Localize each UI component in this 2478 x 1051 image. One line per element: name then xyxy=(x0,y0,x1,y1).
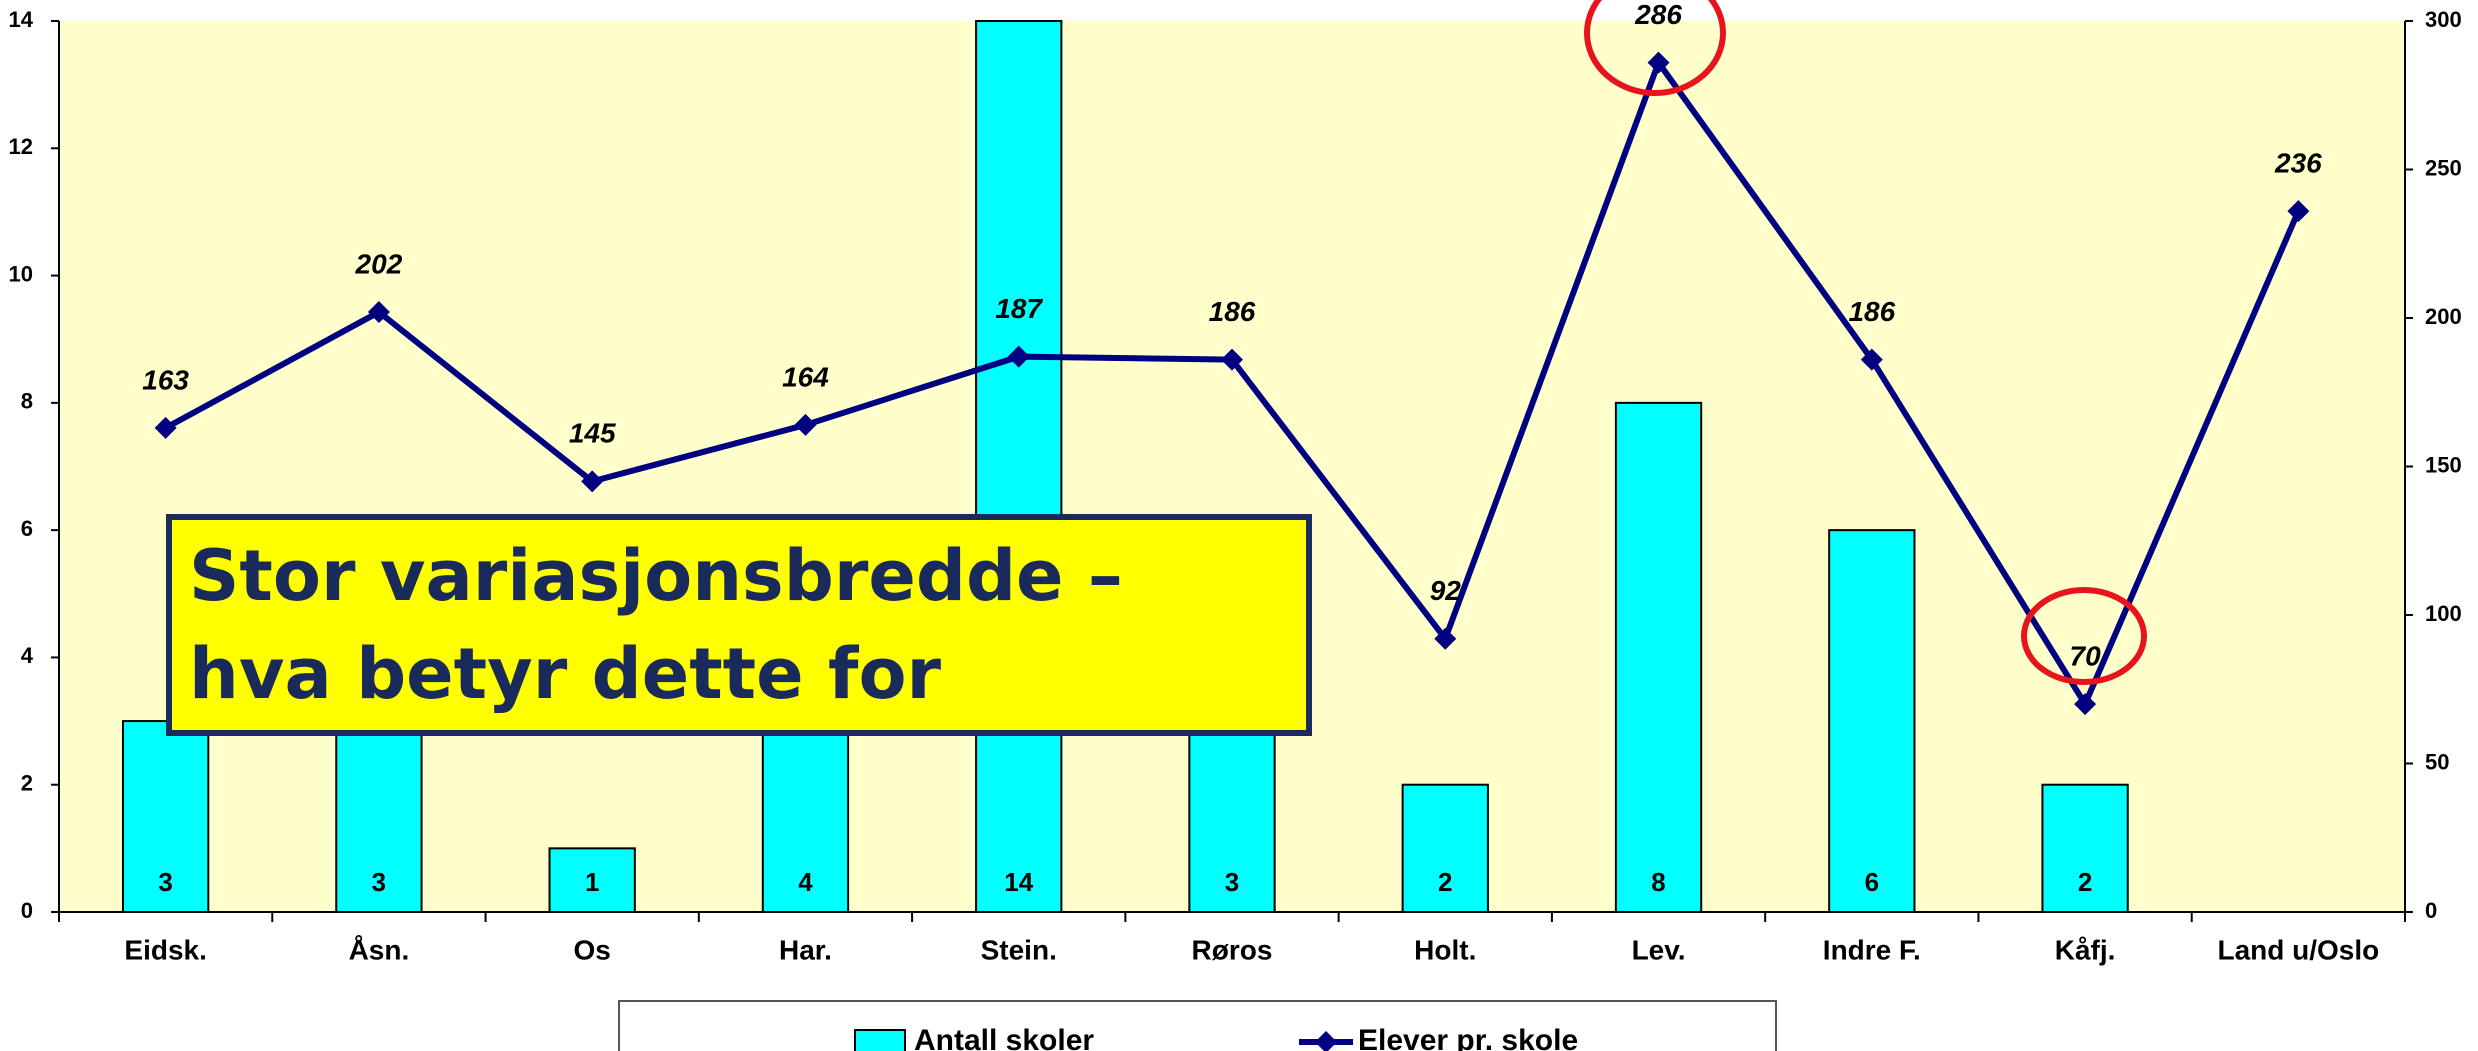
legend-label: Antall skoler xyxy=(914,1024,1094,1051)
marker xyxy=(581,470,604,493)
bar-label: 3 xyxy=(372,867,386,897)
y-tick-label: 4 xyxy=(21,643,34,668)
marker xyxy=(367,301,390,324)
x-tick-label: Lev. xyxy=(1632,934,1686,965)
y2-tick-label: 300 xyxy=(2425,7,2462,32)
line-label: 163 xyxy=(142,364,189,395)
y-tick-label: 6 xyxy=(21,516,33,541)
legend-label: Elever pr. skole xyxy=(1358,1024,1578,1051)
x-tick-label: Indre F. xyxy=(1823,934,1921,965)
y-tick-label: 12 xyxy=(9,134,33,159)
marker xyxy=(1860,348,1883,371)
line-label: 164 xyxy=(782,361,829,392)
bar-label: 4 xyxy=(798,867,813,897)
bar xyxy=(975,20,1063,913)
marker xyxy=(2074,693,2097,716)
y-tick-label: 14 xyxy=(9,7,34,32)
bar xyxy=(1614,401,1703,913)
highlight-circle xyxy=(2021,587,2147,685)
line-label: 92 xyxy=(1430,575,1462,606)
x-tick-label: Os xyxy=(574,934,611,965)
x-tick-label: Har. xyxy=(779,934,832,965)
bar-label: 3 xyxy=(158,867,172,897)
x-tick-label: Åsn. xyxy=(349,934,410,965)
callout: Stor variasjonsbredde – hva betyr dette … xyxy=(189,535,1123,715)
highlight-circle xyxy=(1584,0,1726,96)
bar-label: 2 xyxy=(1438,867,1452,897)
x-tick-label: Stein. xyxy=(981,934,1057,965)
x-tick-label: Røros xyxy=(1192,934,1273,965)
legend-swatch xyxy=(854,1029,906,1051)
y2-tick-label: 200 xyxy=(2425,304,2462,329)
legend xyxy=(618,1000,1777,1051)
marker xyxy=(2287,200,2310,223)
x-tick-label: Eidsk. xyxy=(124,934,206,965)
bar xyxy=(1828,529,1916,914)
bar xyxy=(548,847,636,913)
marker xyxy=(1221,348,1243,371)
marker xyxy=(1434,627,1457,650)
x-tick-label: Kåfj. xyxy=(2055,934,2116,965)
bar-label: 1 xyxy=(585,867,599,897)
callout-text: Stor variasjonsbredde – hva betyr dette … xyxy=(189,535,1123,715)
callout-box xyxy=(166,514,1312,736)
y2-tick-label: 250 xyxy=(2425,155,2462,180)
marker xyxy=(1647,51,1670,74)
line-label: 286 xyxy=(1634,0,1682,30)
x-tick-label: Holt. xyxy=(1414,934,1476,965)
line-label: 202 xyxy=(355,248,403,279)
line-label: 186 xyxy=(1848,296,1895,327)
bar-label: 6 xyxy=(1865,867,1879,897)
marker xyxy=(1007,345,1030,368)
y-tick-label: 2 xyxy=(21,771,33,796)
bar xyxy=(121,720,210,913)
line-label: 145 xyxy=(569,418,616,449)
x-tick-label: Land u/Oslo xyxy=(2217,934,2379,965)
y2-tick-label: 150 xyxy=(2425,452,2462,477)
marker xyxy=(154,416,177,439)
y2-tick-label: 100 xyxy=(2425,601,2462,626)
bar-label: 8 xyxy=(1651,867,1665,897)
y-tick-label: 0 xyxy=(21,898,33,923)
line-label: 236 xyxy=(2274,147,2322,178)
line-label: 186 xyxy=(1209,296,1256,327)
bar xyxy=(2041,783,2129,914)
legend-marker xyxy=(1315,1031,1337,1051)
bar-label: 2 xyxy=(2078,867,2092,897)
y-tick-label: 10 xyxy=(9,261,33,286)
marker xyxy=(794,413,817,436)
bar-label: 14 xyxy=(1004,867,1033,897)
y2-tick-label: 0 xyxy=(2425,898,2437,923)
bar-label: 3 xyxy=(1225,867,1239,897)
y-tick-label: 8 xyxy=(21,389,33,414)
line-label: 70 xyxy=(2070,640,2102,671)
line-label: 187 xyxy=(995,293,1043,324)
y2-tick-label: 50 xyxy=(2425,749,2449,774)
